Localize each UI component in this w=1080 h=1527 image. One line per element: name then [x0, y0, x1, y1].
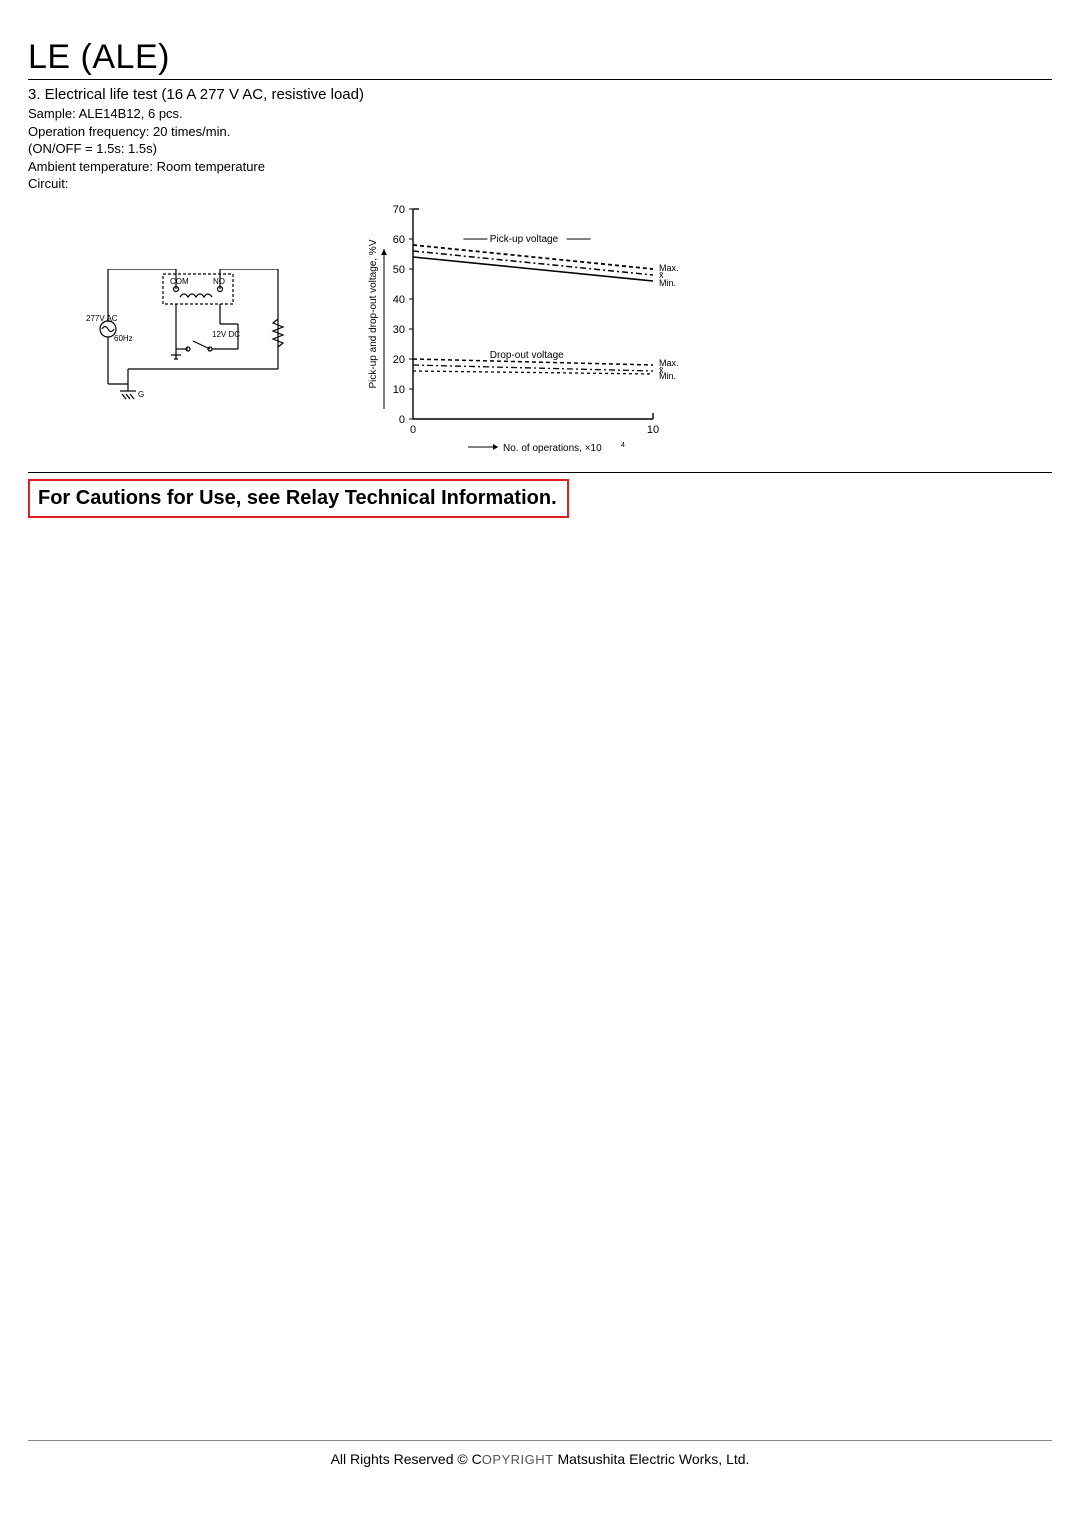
svg-text:Pick-up and drop-out voltage,: Pick-up and drop-out voltage, %V: [368, 239, 379, 388]
test-sample: Sample: ALE14B12, 6 pcs.: [28, 105, 1052, 123]
footer-copyright: OPYRIGHT: [482, 1452, 554, 1467]
svg-text:Min.: Min.: [659, 371, 676, 381]
caution-box: For Cautions for Use, see Relay Technica…: [28, 479, 569, 518]
circuit-com-label: COM: [170, 277, 189, 286]
svg-text:10: 10: [393, 384, 405, 396]
svg-text:4: 4: [621, 442, 625, 449]
test-heading: 3. Electrical life test (16 A 277 V AC, …: [28, 86, 1052, 103]
svg-text:10: 10: [647, 424, 659, 436]
svg-text:Min.: Min.: [659, 278, 676, 288]
test-freq: Operation frequency: 20 times/min.: [28, 123, 1052, 141]
circuit-ground-label: G: [138, 390, 144, 399]
circuit-hz-label: 60Hz: [114, 334, 133, 343]
svg-text:60: 60: [393, 234, 405, 246]
test-details: Sample: ALE14B12, 6 pcs. Operation frequ…: [28, 105, 1052, 193]
svg-text:20: 20: [393, 354, 405, 366]
test-ambient: Ambient temperature: Room temperature: [28, 158, 1052, 176]
circuit-dc-label: 12V DC: [212, 330, 240, 339]
svg-text:30: 30: [393, 324, 405, 336]
page-title: LE (ALE): [28, 38, 1052, 79]
test-onoff: (ON/OFF = 1.5s: 1.5s): [28, 140, 1052, 158]
circuit-ac-label: 277V AC: [86, 314, 118, 323]
svg-text:No. of operations, ×10: No. of operations, ×10: [503, 443, 602, 454]
divider-mid: [28, 472, 1052, 473]
svg-text:Pick-up voltage: Pick-up voltage: [490, 234, 559, 245]
figure-row: COM NO 277V AC 60Hz 12V DC G 01020304050…: [28, 199, 1052, 464]
footer-prefix: All Rights Reserved © C: [331, 1451, 482, 1467]
divider-top: [28, 79, 1052, 80]
svg-text:Drop-out voltage: Drop-out voltage: [490, 350, 564, 361]
svg-text:0: 0: [399, 414, 405, 426]
test-circuit-label: Circuit:: [28, 175, 1052, 193]
svg-text:70: 70: [393, 204, 405, 216]
svg-text:50: 50: [393, 264, 405, 276]
circuit-diagram: COM NO 277V AC 60Hz 12V DC G: [68, 269, 348, 414]
svg-text:0: 0: [410, 424, 416, 436]
footer-suffix: Matsushita Electric Works, Ltd.: [554, 1451, 750, 1467]
svg-text:40: 40: [393, 294, 405, 306]
caution-text: For Cautions for Use, see Relay Technica…: [38, 487, 557, 509]
voltage-chart: 0 10 20 30 40 50 60 70 0 10 Pick-up voltage Drop-ou…: [358, 199, 718, 464]
page-footer: All Rights Reserved © COPYRIGHT Matsushi…: [28, 1440, 1052, 1467]
circuit-no-label: NO: [213, 277, 225, 286]
divider-footer: [28, 1440, 1052, 1441]
